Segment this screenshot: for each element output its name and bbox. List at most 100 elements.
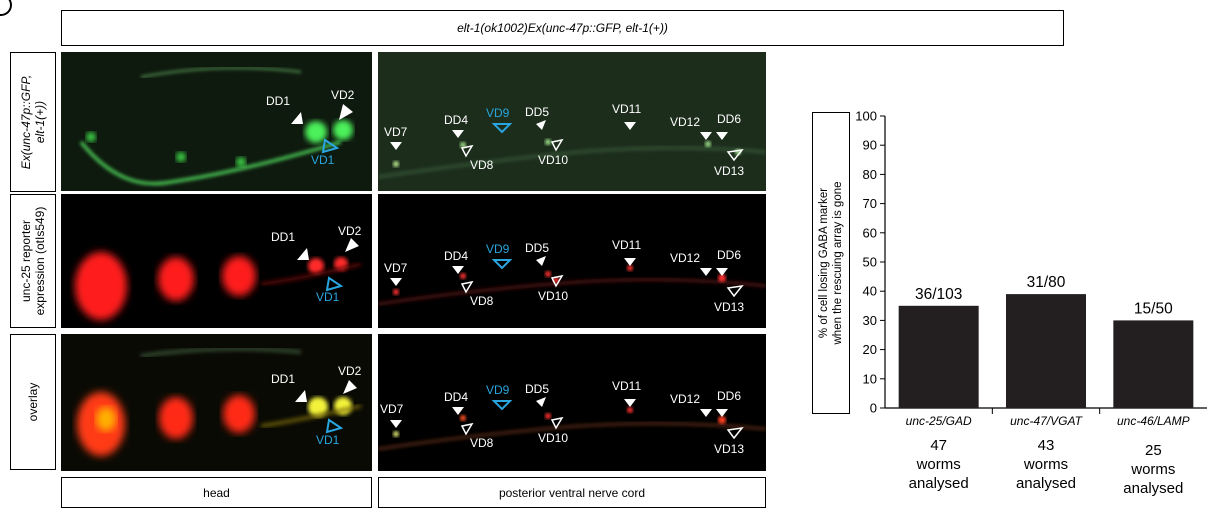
- worm-count: 25 worms analysed: [1103, 441, 1203, 498]
- vd9-arrow-icon: [491, 123, 513, 134]
- vnc-gfp-dd5-label: DD5: [525, 105, 550, 119]
- vd11-arrow-icon: [624, 122, 636, 130]
- column-label-vnc-text: posterior ventral nerve cord: [498, 485, 646, 500]
- y-tick-label: 10: [863, 371, 877, 386]
- dd1-arrow-icon: [297, 248, 309, 260]
- dd5-arrow-icon: [536, 397, 546, 407]
- vnc-red-dd6-label: DD6: [717, 248, 742, 262]
- vd12-arrow-icon: [700, 268, 712, 276]
- y-tick-label: 30: [863, 313, 877, 328]
- vnc-gfp-arrows: [390, 120, 744, 162]
- vnc-red-vd7-label: VD7: [384, 261, 408, 275]
- vnc-gfp-vd10-label: VD10: [538, 153, 569, 167]
- vd10-arrow-icon: [550, 274, 564, 288]
- vd12-arrow-icon: [700, 409, 712, 417]
- vnc-red-vd10-label: VD10: [538, 289, 569, 303]
- dd4-arrow-icon: [452, 266, 464, 274]
- vnc-red-dd4-label: DD4: [444, 249, 469, 263]
- row-label-gfp-line1: Ex(unc-47p::GFP,: [19, 74, 33, 170]
- head-overlay-image: [77, 347, 362, 456]
- head-red-image: [75, 252, 362, 320]
- y-tick-label: 90: [863, 138, 877, 153]
- vd10-arrow-icon: [550, 416, 564, 430]
- vnc-overlay-vd8-label: VD8: [470, 436, 494, 450]
- bar-value-label: 36/103: [915, 286, 962, 303]
- vd8-arrow-icon: [460, 280, 474, 294]
- y-tick-label: 20: [863, 342, 877, 357]
- vd13-arrow-icon: [726, 284, 744, 298]
- bar: [898, 305, 979, 408]
- head-overlay-vd2-label: VD2: [338, 364, 362, 378]
- vd1-arrow-icon: [325, 276, 344, 292]
- vd13-arrow-icon: [726, 426, 744, 440]
- y-tick-label: 60: [863, 225, 877, 240]
- vnc-overlay-vd9-label: VD9: [486, 383, 510, 397]
- dd4-arrow-icon: [452, 130, 464, 138]
- head-overlay-arrows: [295, 380, 357, 434]
- y-tick-label: 100: [855, 109, 877, 124]
- chart-ylabel-box: % of cell losing GABA marker when the res…: [812, 112, 850, 414]
- vnc-gfp-vd11-label: VD11: [612, 102, 642, 116]
- dd1-arrow-icon: [295, 390, 307, 402]
- bar-chart: 0 10 20 30 40 50 60 70 80 90 100 36/103 unc-25/GAD 31…: [855, 109, 1207, 428]
- worm-count: 47 worms analysed: [889, 436, 989, 493]
- bar-value-label: 31/80: [1027, 274, 1066, 291]
- dd6-arrow-icon: [716, 132, 728, 140]
- head-red-dd1-label: DD1: [271, 230, 296, 244]
- vnc-red-image: [378, 265, 766, 306]
- vd7-arrow-icon: [390, 420, 402, 428]
- vd8-arrow-icon: [460, 422, 474, 436]
- figure-header: elt-1(ok1002)Ex(unc-47p::GFP, elt-1(+)): [61, 10, 1064, 46]
- vnc-gfp-dd6-label: DD6: [717, 112, 742, 126]
- dd5-arrow-icon: [536, 256, 546, 266]
- vd2-arrow-icon: [339, 104, 353, 120]
- head-overlay-vd1-label: VD1: [316, 433, 340, 447]
- worm-count-line: 47: [930, 437, 947, 454]
- vnc-gfp-vd13-label: VD13: [714, 164, 745, 178]
- row-label-unc25-line1: unc-25 reporter: [19, 219, 33, 303]
- vd1-arrow-icon: [325, 418, 344, 434]
- x-category-label: unc-46/LAMP: [1117, 414, 1190, 428]
- vd7-arrow-icon: [390, 142, 402, 150]
- vnc-red-vd9-label: VD9: [486, 242, 510, 256]
- vd10-arrow-icon: [550, 138, 564, 152]
- y-tick-label: 80: [863, 167, 877, 182]
- x-category-label: unc-25/GAD: [906, 414, 972, 428]
- row-label-unc25-line2: expression (otIs549): [33, 206, 47, 316]
- panel-head-red: DD1 VD2 VD1: [61, 194, 372, 328]
- vd11-arrow-icon: [624, 399, 636, 407]
- y-tick-label: 0: [870, 401, 877, 416]
- dd6-arrow-icon: [716, 268, 728, 276]
- vnc-red-vd11-label: VD11: [612, 238, 642, 252]
- vd13-arrow-icon: [726, 148, 744, 162]
- vnc-gfp-vd12-label: VD12: [670, 115, 701, 129]
- panel-letter-fragment: [0, 0, 14, 16]
- chart-ylabel-line1: % of cell losing GABA marker: [818, 187, 830, 339]
- worm-count-line: analysed: [1123, 480, 1184, 497]
- y-tick-label: 50: [863, 255, 877, 270]
- head-red-vd2-label: VD2: [338, 224, 362, 238]
- vnc-overlay-vd10-label: VD10: [538, 431, 569, 445]
- vd11-arrow-icon: [624, 258, 636, 266]
- vnc-gfp-dd4-label: DD4: [444, 113, 469, 127]
- vd7-arrow-icon: [390, 278, 402, 286]
- vnc-overlay-dd6-label: DD6: [717, 389, 742, 403]
- head-overlay-dd1-label: DD1: [271, 372, 296, 386]
- vnc-red-vd13-label: VD13: [714, 300, 745, 314]
- row-label-overlay: overlay: [10, 334, 56, 470]
- panel-vnc-gfp: VD7 DD4 VD9 DD5 VD8 VD10 VD11 VD12 DD6 V…: [378, 52, 766, 191]
- panel-vnc-overlay: VD7 DD4 VD9 DD5 VD8 VD10 VD11 VD12 DD6 V…: [378, 334, 766, 471]
- bar: [1006, 294, 1086, 408]
- header-text: elt-1(ok1002)Ex(unc-47p::GFP, elt-1(+)): [457, 21, 668, 35]
- panel-vnc-red: VD7 DD4 VD9 DD5 VD8 VD10 VD11 VD12 DD6 V…: [378, 194, 766, 328]
- row-label-gfp: Ex(unc-47p::GFP, elt-1(+)): [10, 52, 56, 192]
- column-label-head: head: [61, 477, 372, 508]
- worm-counts: 47 worms analysed 43 worms analysed 25 worms ana…: [852, 436, 1210, 508]
- vnc-red-vd8-label: VD8: [470, 294, 494, 308]
- vnc-red-arrows: [390, 256, 744, 298]
- vd9-arrow-icon: [491, 400, 513, 411]
- y-tick-label: 40: [863, 284, 877, 299]
- dd5-arrow-icon: [536, 120, 546, 130]
- x-category-label: unc-47/VGAT: [1010, 414, 1083, 428]
- row-label-gfp-line2: elt-1(+)): [33, 100, 47, 144]
